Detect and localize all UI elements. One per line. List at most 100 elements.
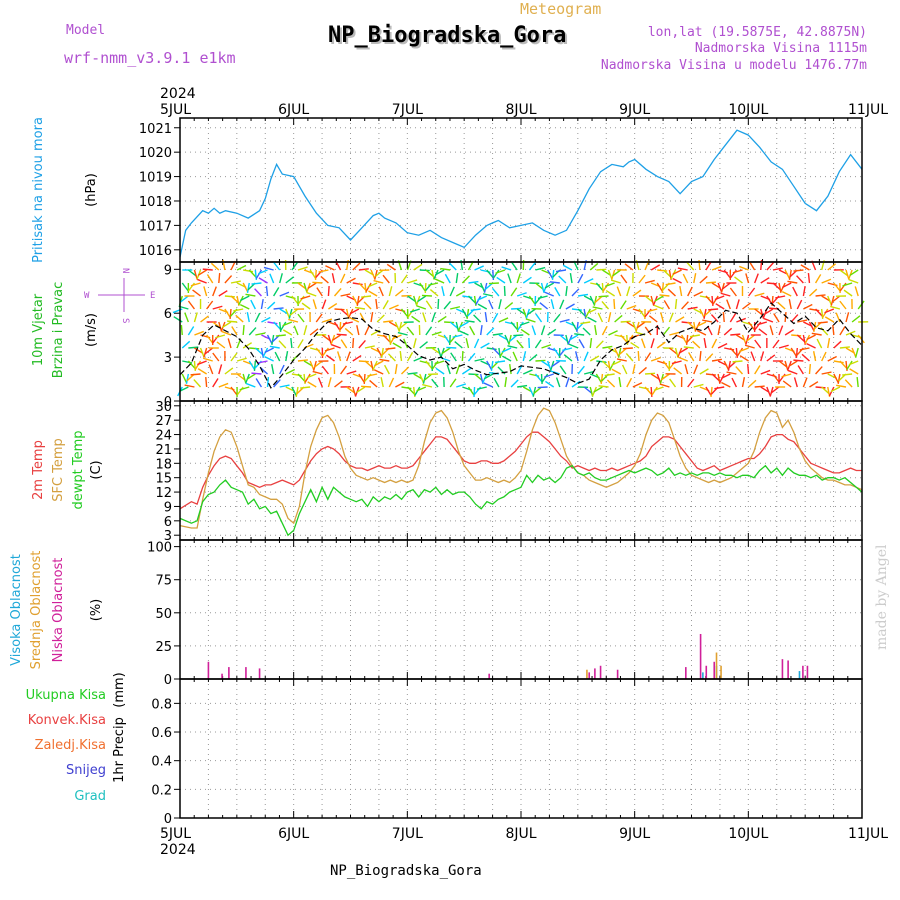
wind-arrow xyxy=(235,314,244,323)
wind-arrow xyxy=(461,350,464,362)
wind-arrow xyxy=(285,368,296,375)
wind-arrow xyxy=(510,261,518,271)
wind-arrow xyxy=(282,321,293,327)
wind-arrow xyxy=(562,347,573,352)
wind-arrow xyxy=(793,359,804,362)
wind-arrow xyxy=(645,372,656,375)
wind-arrow xyxy=(808,363,812,375)
panel-labels: Pritisak na nivou mora (hPa) 10m Vjetar … xyxy=(9,117,155,804)
wind-arrow xyxy=(233,308,244,312)
wind-arrow xyxy=(254,312,261,323)
wind-arrow xyxy=(510,379,519,388)
wind-arrow xyxy=(425,269,434,277)
compass-n: N xyxy=(120,268,130,273)
wind-arrow xyxy=(614,314,623,323)
wind-arrow xyxy=(318,269,329,273)
wind-arrow xyxy=(522,351,527,362)
wind-arrow xyxy=(467,386,475,396)
wind-arrow xyxy=(541,360,551,368)
bar-niska-oblacnost xyxy=(594,668,596,679)
wind-arrow xyxy=(685,334,689,346)
wind-arrow xyxy=(193,379,202,388)
wind-arrow xyxy=(425,360,433,370)
wind-arrow xyxy=(461,308,468,319)
wind-arrow xyxy=(787,280,798,284)
panel-wind: 0 3 6 9 xyxy=(164,259,869,410)
wind-arrow xyxy=(604,373,615,377)
wind-arrow xyxy=(486,360,493,371)
x-tick-label-bottom: 9JUL xyxy=(619,826,650,842)
y-tick-label: 27 xyxy=(155,414,172,429)
wind-arrow xyxy=(807,272,811,284)
wind-arrow xyxy=(851,315,861,323)
wind-arrow xyxy=(815,294,826,297)
wind-arrow xyxy=(845,330,856,336)
wind-arrow xyxy=(678,347,689,354)
wind-arrow xyxy=(356,325,360,336)
wind-arrow xyxy=(788,269,792,280)
wind-arrow xyxy=(212,305,223,310)
wind-arrow xyxy=(703,308,707,319)
wind-arrow xyxy=(309,360,315,371)
wind-arrow xyxy=(660,373,670,381)
wind-arrow xyxy=(632,321,637,332)
wind-arrow xyxy=(741,377,746,388)
wind-arrow xyxy=(251,282,262,285)
wind-arrow xyxy=(272,261,281,271)
wind-arrow xyxy=(422,373,427,384)
wind-arrow xyxy=(184,312,190,323)
wind-arrow xyxy=(516,308,526,316)
wind-arrow xyxy=(321,299,327,310)
wind-arrow xyxy=(227,338,232,349)
wind-arrow xyxy=(265,285,269,297)
wind-arrow xyxy=(708,308,719,311)
y-tick-label: 0.4 xyxy=(151,755,172,770)
wind-arrow xyxy=(297,266,308,271)
wind-arrow xyxy=(589,355,600,362)
wind-arrow xyxy=(288,308,293,319)
cloud-mid-label: Srednja Oblacnost xyxy=(29,551,44,670)
wind-arrow xyxy=(321,347,329,357)
series-speed xyxy=(179,302,863,389)
wind-arrow xyxy=(682,273,689,284)
wind-arrow xyxy=(839,326,846,336)
y-tick-label: 100 xyxy=(147,541,172,556)
wind-arrow xyxy=(687,378,695,388)
wind-arrow xyxy=(849,368,859,375)
wind-arrow xyxy=(732,360,743,363)
wind-arrow xyxy=(787,369,798,375)
wind-arrow xyxy=(650,264,661,271)
wind-arrow xyxy=(589,337,593,349)
wind-arrow xyxy=(778,373,786,383)
wind-arrow xyxy=(830,305,841,310)
wind-arrow xyxy=(723,269,731,279)
bar-niska-oblacnost xyxy=(787,660,789,679)
wind-arrow xyxy=(717,325,721,336)
wind-arrow xyxy=(793,269,804,272)
wind-arrow xyxy=(325,265,335,271)
wind-arrow xyxy=(501,347,512,353)
wind-arrow xyxy=(312,299,317,310)
wind-arrow xyxy=(403,338,409,349)
wind-arrow xyxy=(271,364,275,375)
dewpt-label: dewpt Temp xyxy=(71,430,86,509)
wind-arrow xyxy=(467,352,476,362)
wind-arrow xyxy=(274,351,281,362)
wind-arrow xyxy=(696,321,707,328)
wind-arrow xyxy=(300,295,311,300)
wind-arrow xyxy=(264,355,274,362)
wind-arrow xyxy=(346,386,356,394)
wind-arrow xyxy=(854,347,859,358)
wind-arrow xyxy=(662,360,670,370)
wind-arrow xyxy=(712,295,719,305)
wind-arrow xyxy=(788,360,798,367)
x-tick-label-top: 9JUL xyxy=(619,102,650,118)
elevation-label: Nadmorska Visina 1115m xyxy=(695,41,867,56)
wind-arrow xyxy=(467,295,477,304)
wind-arrow xyxy=(205,376,208,388)
wind-arrow xyxy=(429,289,439,297)
wind-arrow xyxy=(535,313,543,323)
wind-arrow xyxy=(291,261,299,271)
wind-arrow xyxy=(522,308,528,319)
wind-arrow xyxy=(650,386,653,398)
